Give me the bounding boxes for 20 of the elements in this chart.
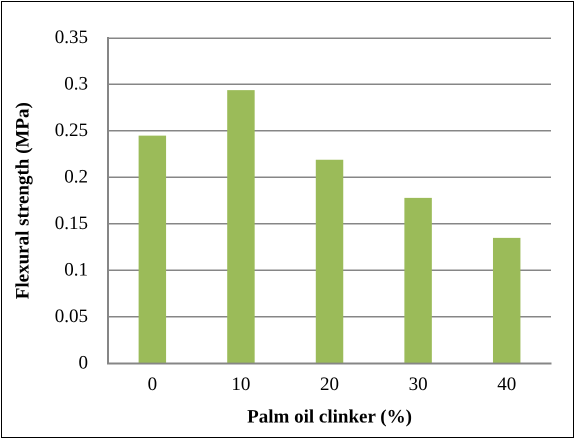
x-tick-label: 30 [408,374,428,395]
x-tick-label: 10 [231,374,250,395]
y-tick-label: 0.35 [54,26,88,48]
y-tick-label: 0.2 [64,166,88,188]
y-tick-label: 0.05 [54,306,88,327]
x-tick-label: 0 [148,374,158,395]
x-tick-label: 40 [497,374,516,395]
y-axis-title: Flexural strength (MPa) [12,102,34,300]
bar [138,136,166,363]
bar [492,238,520,363]
x-tick-label: 20 [320,374,340,395]
y-tick-label: 0.3 [64,73,88,94]
y-tick-label: 0.15 [54,212,88,234]
y-tick-label: 0.1 [64,259,88,280]
y-tick-label: 0.25 [54,120,88,141]
bar [227,90,255,363]
x-axis-title: Palm oil clinker (%) [247,406,412,428]
bar [316,160,344,363]
bar [404,198,432,363]
y-tick-label: 0 [78,352,88,374]
